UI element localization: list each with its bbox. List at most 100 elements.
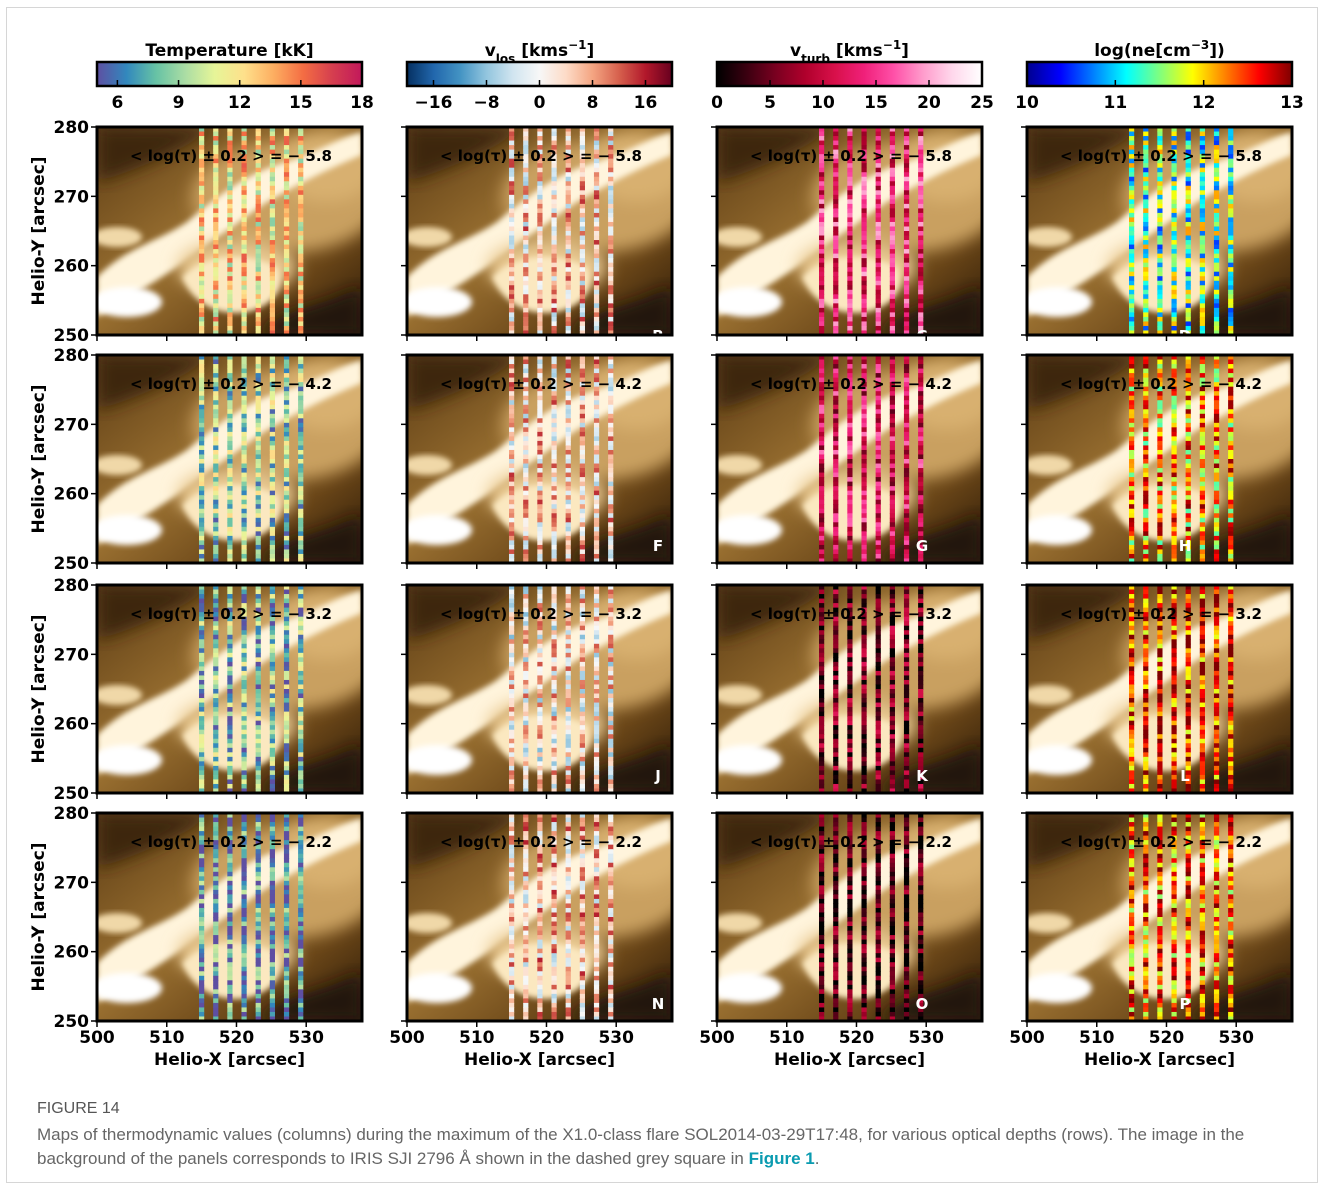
stripe-segment (256, 599, 261, 604)
stripe-segment (241, 967, 246, 972)
stripe-segment (256, 935, 261, 940)
stripe-segment (833, 136, 838, 141)
stripe-segment (1157, 666, 1162, 671)
stripe-segment (890, 405, 895, 410)
stripe-segment (847, 590, 852, 595)
stripe-segment (270, 441, 275, 446)
stripe-segment (199, 240, 204, 245)
stripe-segment (833, 418, 838, 423)
stripe-segment (847, 432, 852, 437)
stripe-segment (551, 554, 556, 559)
stripe-segment (819, 249, 824, 254)
stripe-segment (270, 249, 275, 254)
stripe-segment (284, 400, 289, 405)
stripe-segment (594, 500, 599, 505)
panel-letter: G (916, 537, 928, 555)
stripe-segment (876, 141, 881, 146)
stripe-segment (876, 281, 881, 286)
stripe-segment (594, 369, 599, 374)
stripe-segment (876, 177, 881, 182)
stripe-segment (509, 272, 514, 277)
stripe-segment (523, 303, 528, 308)
stripe-segment (1157, 208, 1162, 213)
stripe-segment (904, 409, 909, 414)
stripe-segment (1200, 186, 1205, 191)
stripe-segment (270, 684, 275, 689)
stripe-segment (537, 454, 542, 459)
stripe-segment (1214, 217, 1219, 222)
stripe-segment (833, 396, 838, 401)
stripe-segment (1129, 276, 1134, 281)
stripe-segment (509, 141, 514, 146)
stripe-segment (890, 671, 895, 676)
stripe-segment (580, 249, 585, 254)
stripe-segment (1143, 522, 1148, 527)
stripe-segment (847, 554, 852, 559)
stripe-segment (1129, 468, 1134, 473)
stripe-segment (904, 326, 909, 331)
stripe-segment (284, 662, 289, 667)
stripe-segment (213, 822, 218, 827)
stripe-segment (608, 671, 613, 676)
stripe-segment (1200, 554, 1205, 559)
stripe-segment (890, 757, 895, 762)
stripe-segment (551, 445, 556, 450)
stripe-segment (256, 473, 261, 478)
stripe-segment (1228, 648, 1233, 653)
stripe-segment (227, 441, 232, 446)
stripe-segment (580, 258, 585, 263)
stripe-segment (241, 725, 246, 730)
stripe-segment (284, 734, 289, 739)
stripe-segment (1186, 725, 1191, 730)
stripe-segment (833, 204, 838, 209)
stripe-segment (199, 360, 204, 365)
stripe-segment (241, 369, 246, 374)
stripe-segment (594, 486, 599, 491)
stripe-segment (537, 721, 542, 726)
stripe-segment (594, 195, 599, 200)
stripe-segment (1214, 671, 1219, 676)
stripe-segment (904, 716, 909, 721)
stripe-segment (199, 684, 204, 689)
stripe-segment (876, 743, 881, 748)
stripe-segment (256, 258, 261, 263)
stripe-segment (819, 703, 824, 708)
stripe-segment (608, 657, 613, 662)
stripe-segment (537, 240, 542, 245)
stripe-segment (298, 594, 303, 599)
stripe-segment (523, 136, 528, 141)
stripe-segment (537, 208, 542, 213)
stripe-segment (227, 775, 232, 780)
stripe-segment (523, 199, 528, 204)
stripe-segment (1143, 396, 1148, 401)
stripe-segment (819, 285, 824, 290)
stripe-segment (594, 321, 599, 326)
stripe-segment (833, 231, 838, 236)
stripe-segment (213, 405, 218, 410)
stripe-segment (199, 473, 204, 478)
stripe-segment (298, 626, 303, 631)
stripe-segment (241, 784, 246, 789)
stripe-segment (861, 208, 866, 213)
stripe-segment (284, 721, 289, 726)
stripe-segment (523, 409, 528, 414)
stripe-segment (284, 935, 289, 940)
stripe-segment (608, 739, 613, 744)
stripe-segment (876, 321, 881, 326)
stripe-segment (256, 217, 261, 222)
stripe-segment (1200, 245, 1205, 250)
stripe-segment (904, 136, 909, 141)
stripe-segment (241, 854, 246, 859)
stripe-segment (890, 639, 895, 644)
stripe-segment (270, 409, 275, 414)
stripe-segment (256, 752, 261, 757)
stripe-segment (241, 276, 246, 281)
stripe-segment (594, 132, 599, 137)
stripe-segment (1214, 245, 1219, 250)
stripe-segment (580, 132, 585, 137)
stripe-segment (1200, 725, 1205, 730)
stripe-segment (551, 409, 556, 414)
stripe-segment (1200, 703, 1205, 708)
stripe-segment (819, 396, 824, 401)
stripe-segment (819, 554, 824, 559)
